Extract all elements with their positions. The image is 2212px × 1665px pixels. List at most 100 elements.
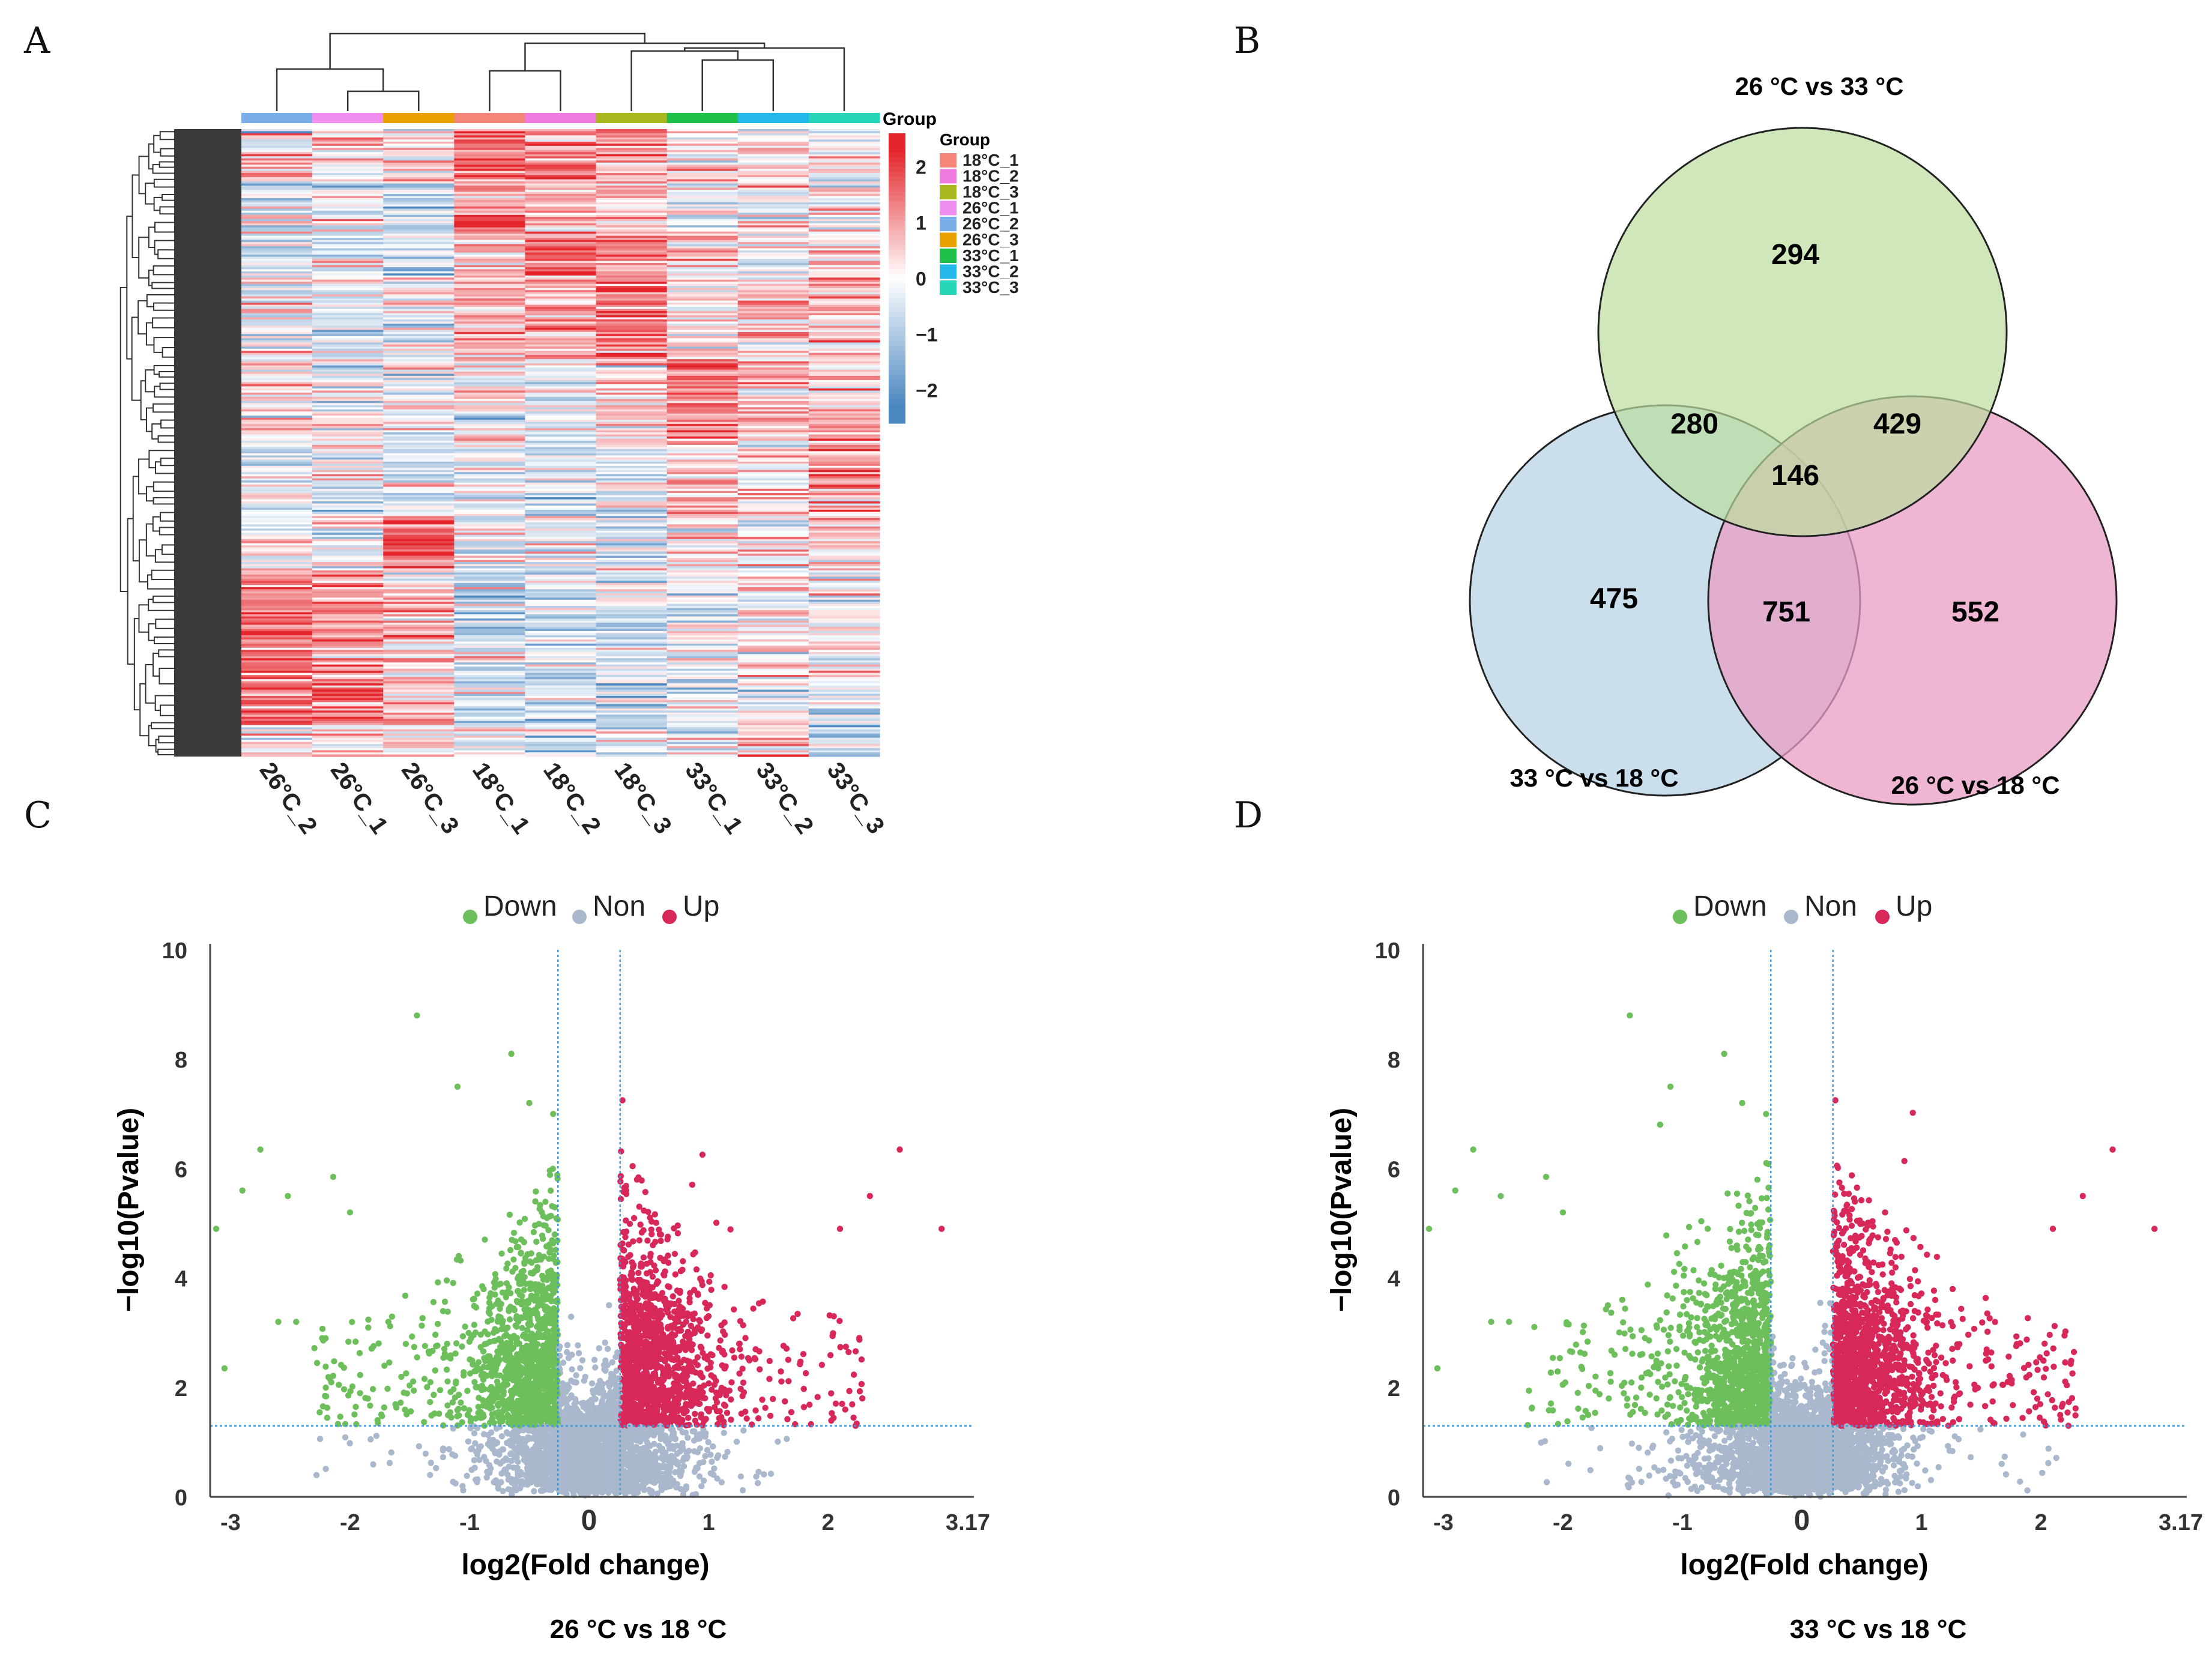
heatmap-cell [525,321,597,324]
heatmap-cell [808,303,880,306]
heatmap-cell [808,177,880,180]
heatmap-cell [383,200,455,203]
heatmap-cell [808,403,880,406]
heatmap-cell [383,689,455,692]
heatmap-cell [454,752,526,755]
heatmap-cell [808,733,880,736]
heatmap-cell [666,307,739,310]
heatmap-cell [525,390,597,393]
heatmap-cell [241,708,313,711]
heatmap-cell [383,246,455,249]
point-down [545,1227,552,1233]
heatmap-cell [737,192,809,195]
heatmap-cell [737,169,809,172]
heatmap-cell [596,403,668,406]
heatmap-cell [596,145,668,148]
heatmap-cell [666,468,739,471]
heatmap-cell [241,543,313,546]
heatmap-cell [241,685,313,688]
heatmap-cell [383,578,455,581]
heatmap-cell [241,474,313,477]
heatmap-cell [737,227,809,230]
heatmap-cell [666,685,739,688]
colorbar-step [889,283,905,289]
heatmap-cell [241,240,313,243]
heatmap-cell [737,338,809,341]
heatmap-cell [383,700,455,703]
heatmap-cell [383,729,455,732]
heatmap-cell [312,624,384,627]
heatmap-cell [808,415,880,419]
heatmap-cell [312,679,384,682]
heatmap-cell [454,417,526,420]
heatmap-cell [454,470,526,473]
heatmap-cell [808,162,880,165]
heatmap-cell [596,262,668,266]
heatmap-cell [241,675,313,678]
heatmap-cell [312,179,384,182]
heatmap-cell [666,340,739,343]
heatmap-cell [737,277,809,280]
venn-set-label-top: 26 °C vs 33 °C [1735,72,1903,100]
heatmap-cell [596,499,668,502]
heatmap-cell [596,376,668,379]
heatmap-cell [666,152,739,155]
dendrogram-link [152,595,169,603]
heatmap-cell [525,190,597,193]
heatmap-cell [241,568,313,571]
heatmap-cell [808,438,880,441]
heatmap-cell [312,683,384,686]
heatmap-cell [312,382,384,385]
heatmap-cell [596,472,668,475]
heatmap-cell [737,382,809,385]
heatmap-cell [383,298,455,301]
heatmap-cell [383,491,455,494]
heatmap-cell [808,334,880,337]
heatmap-cell [383,437,455,440]
heatmap-cell [383,593,455,596]
heatmap-cell [808,342,880,345]
heatmap-cell [241,683,313,686]
heatmap-cell [312,752,384,755]
point-non [386,1460,393,1466]
heatmap-cell [383,405,455,408]
heatmap-cell [312,614,384,617]
point-up [630,1238,636,1245]
heatmap-cell [383,723,455,726]
heatmap-cell [737,668,809,671]
heatmap-cell [737,137,809,141]
heatmap-cell [596,748,668,751]
heatmap-cell [666,491,739,494]
heatmap-cell [737,564,809,567]
point-up [671,1225,677,1231]
heatmap-cell [383,286,455,289]
heatmap-cell [241,495,313,498]
heatmap-cell [808,459,880,462]
point-down [482,1236,488,1243]
heatmap-cell [383,513,455,517]
heatmap-cell [383,133,455,136]
heatmap-cell [525,541,597,544]
heatmap-cell [241,386,313,389]
heatmap-cell [241,554,313,557]
heatmap-cell [383,465,455,468]
heatmap-cell [241,296,313,299]
heatmap-cell [241,234,313,237]
heatmap-cell [666,336,739,339]
heatmap-cell [596,246,668,249]
heatmap-cell [666,256,739,259]
point-up [742,1335,749,1341]
heatmap-cell [666,327,739,330]
heatmap-cell [241,633,313,636]
heatmap-cell [312,599,384,602]
heatmap-cell [241,602,313,605]
heatmap-cell [666,551,739,554]
heatmap-cell [383,608,455,611]
heatmap-cell [241,145,313,148]
heatmap-cell [241,244,313,247]
heatmap-cell [666,380,739,383]
heatmap-cell [666,754,739,757]
heatmap-cell [596,231,668,234]
heatmap-cell [596,162,668,165]
heatmap-cell [808,340,880,343]
